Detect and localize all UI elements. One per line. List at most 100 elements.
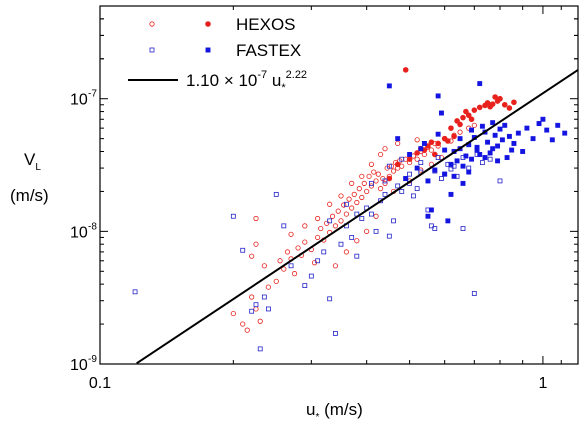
data-point [425, 213, 431, 219]
data-point [511, 99, 517, 106]
data-point [448, 161, 454, 167]
y-tick-exponent: -9 [88, 354, 97, 365]
data-point [468, 116, 475, 123]
data-point [414, 186, 420, 192]
data-point [421, 140, 427, 146]
data-point [414, 156, 420, 162]
data-point [407, 171, 412, 177]
fit-line-group [136, 69, 579, 365]
data-point [373, 213, 379, 219]
data-point [302, 223, 308, 229]
data-point [257, 318, 263, 324]
data-point [249, 253, 255, 259]
data-point [406, 156, 413, 162]
data-point [369, 211, 374, 217]
data-point [555, 122, 561, 128]
data-point [386, 83, 392, 89]
data-point [349, 205, 355, 211]
data-point [302, 239, 308, 245]
data-point [288, 263, 294, 269]
data-point [506, 105, 513, 111]
data-point [411, 193, 416, 199]
y-tick-exponent: -8 [88, 221, 97, 232]
legend-fit-label-part: 1.10 [186, 71, 219, 90]
data-point [515, 130, 521, 136]
data-point [448, 125, 454, 131]
data-point [265, 284, 272, 290]
data-point [371, 169, 377, 175]
y-axis-title: VL [24, 150, 41, 173]
data-point [421, 151, 427, 158]
data-point [466, 165, 472, 171]
data-point [463, 153, 469, 159]
axis-ticks: 10-910-810 -70.1 1 [70, 5, 579, 392]
data-point [308, 273, 314, 279]
data-point [448, 191, 454, 197]
data-point [460, 163, 466, 169]
legend-marker-fastex-open [149, 47, 155, 53]
data-point [435, 131, 441, 137]
data-point [432, 226, 438, 231]
legend-fit-label: 1.10 × 10-7 u*2.22 [186, 69, 307, 94]
data-point [349, 180, 355, 186]
legend-marker-hexos-open [149, 21, 155, 27]
data-point [506, 133, 512, 139]
data-point [332, 223, 339, 229]
data-point [463, 108, 469, 115]
data-point [499, 137, 505, 143]
data-point [460, 226, 466, 231]
x-tick-label: 1 [538, 375, 547, 392]
data-point [240, 321, 246, 327]
data-point [361, 180, 367, 186]
data-point [327, 201, 333, 207]
data-point [230, 310, 236, 317]
legend-label-fastex: FASTEX [236, 41, 301, 60]
legend-marker-hexos-filled [205, 21, 211, 27]
data-point [479, 160, 485, 165]
data-point [315, 234, 321, 241]
data-point [414, 150, 420, 156]
plot-area [99, 5, 579, 365]
data-point [471, 107, 478, 113]
data-point [465, 112, 472, 119]
data-point [382, 180, 388, 186]
data-point [382, 191, 388, 197]
legend-label-hexos: HEXOS [236, 15, 296, 34]
data-point [288, 231, 294, 237]
data-point [333, 331, 338, 336]
data-point [451, 133, 457, 140]
data-point [428, 207, 434, 213]
data-point [492, 94, 498, 100]
data-point [469, 156, 475, 162]
data-point [474, 147, 480, 153]
legend-fit-label-part: u [267, 71, 281, 90]
data-point [359, 216, 365, 221]
data-point [253, 215, 259, 222]
data-point [432, 167, 438, 173]
data-point [368, 161, 375, 167]
data-point [354, 238, 360, 244]
data-point [407, 152, 413, 157]
data-point [438, 110, 444, 116]
data-point [249, 308, 255, 314]
data-point [343, 249, 350, 255]
data-point [487, 150, 493, 156]
data-point [386, 163, 392, 169]
data-point [291, 271, 298, 277]
data-point [495, 158, 501, 164]
data-point [479, 123, 485, 129]
data-point [394, 161, 401, 168]
data-point [315, 258, 321, 264]
data-point [375, 171, 381, 177]
data-point [257, 346, 263, 352]
x-tick-label: 0.1 [89, 375, 111, 392]
data-point [442, 147, 448, 153]
data-point [425, 178, 431, 184]
data-points [132, 67, 568, 352]
data-point [284, 249, 291, 255]
legend-fit-label-part: * [281, 82, 286, 94]
data-point [391, 218, 396, 224]
data-point [530, 136, 536, 142]
data-point [466, 169, 472, 175]
